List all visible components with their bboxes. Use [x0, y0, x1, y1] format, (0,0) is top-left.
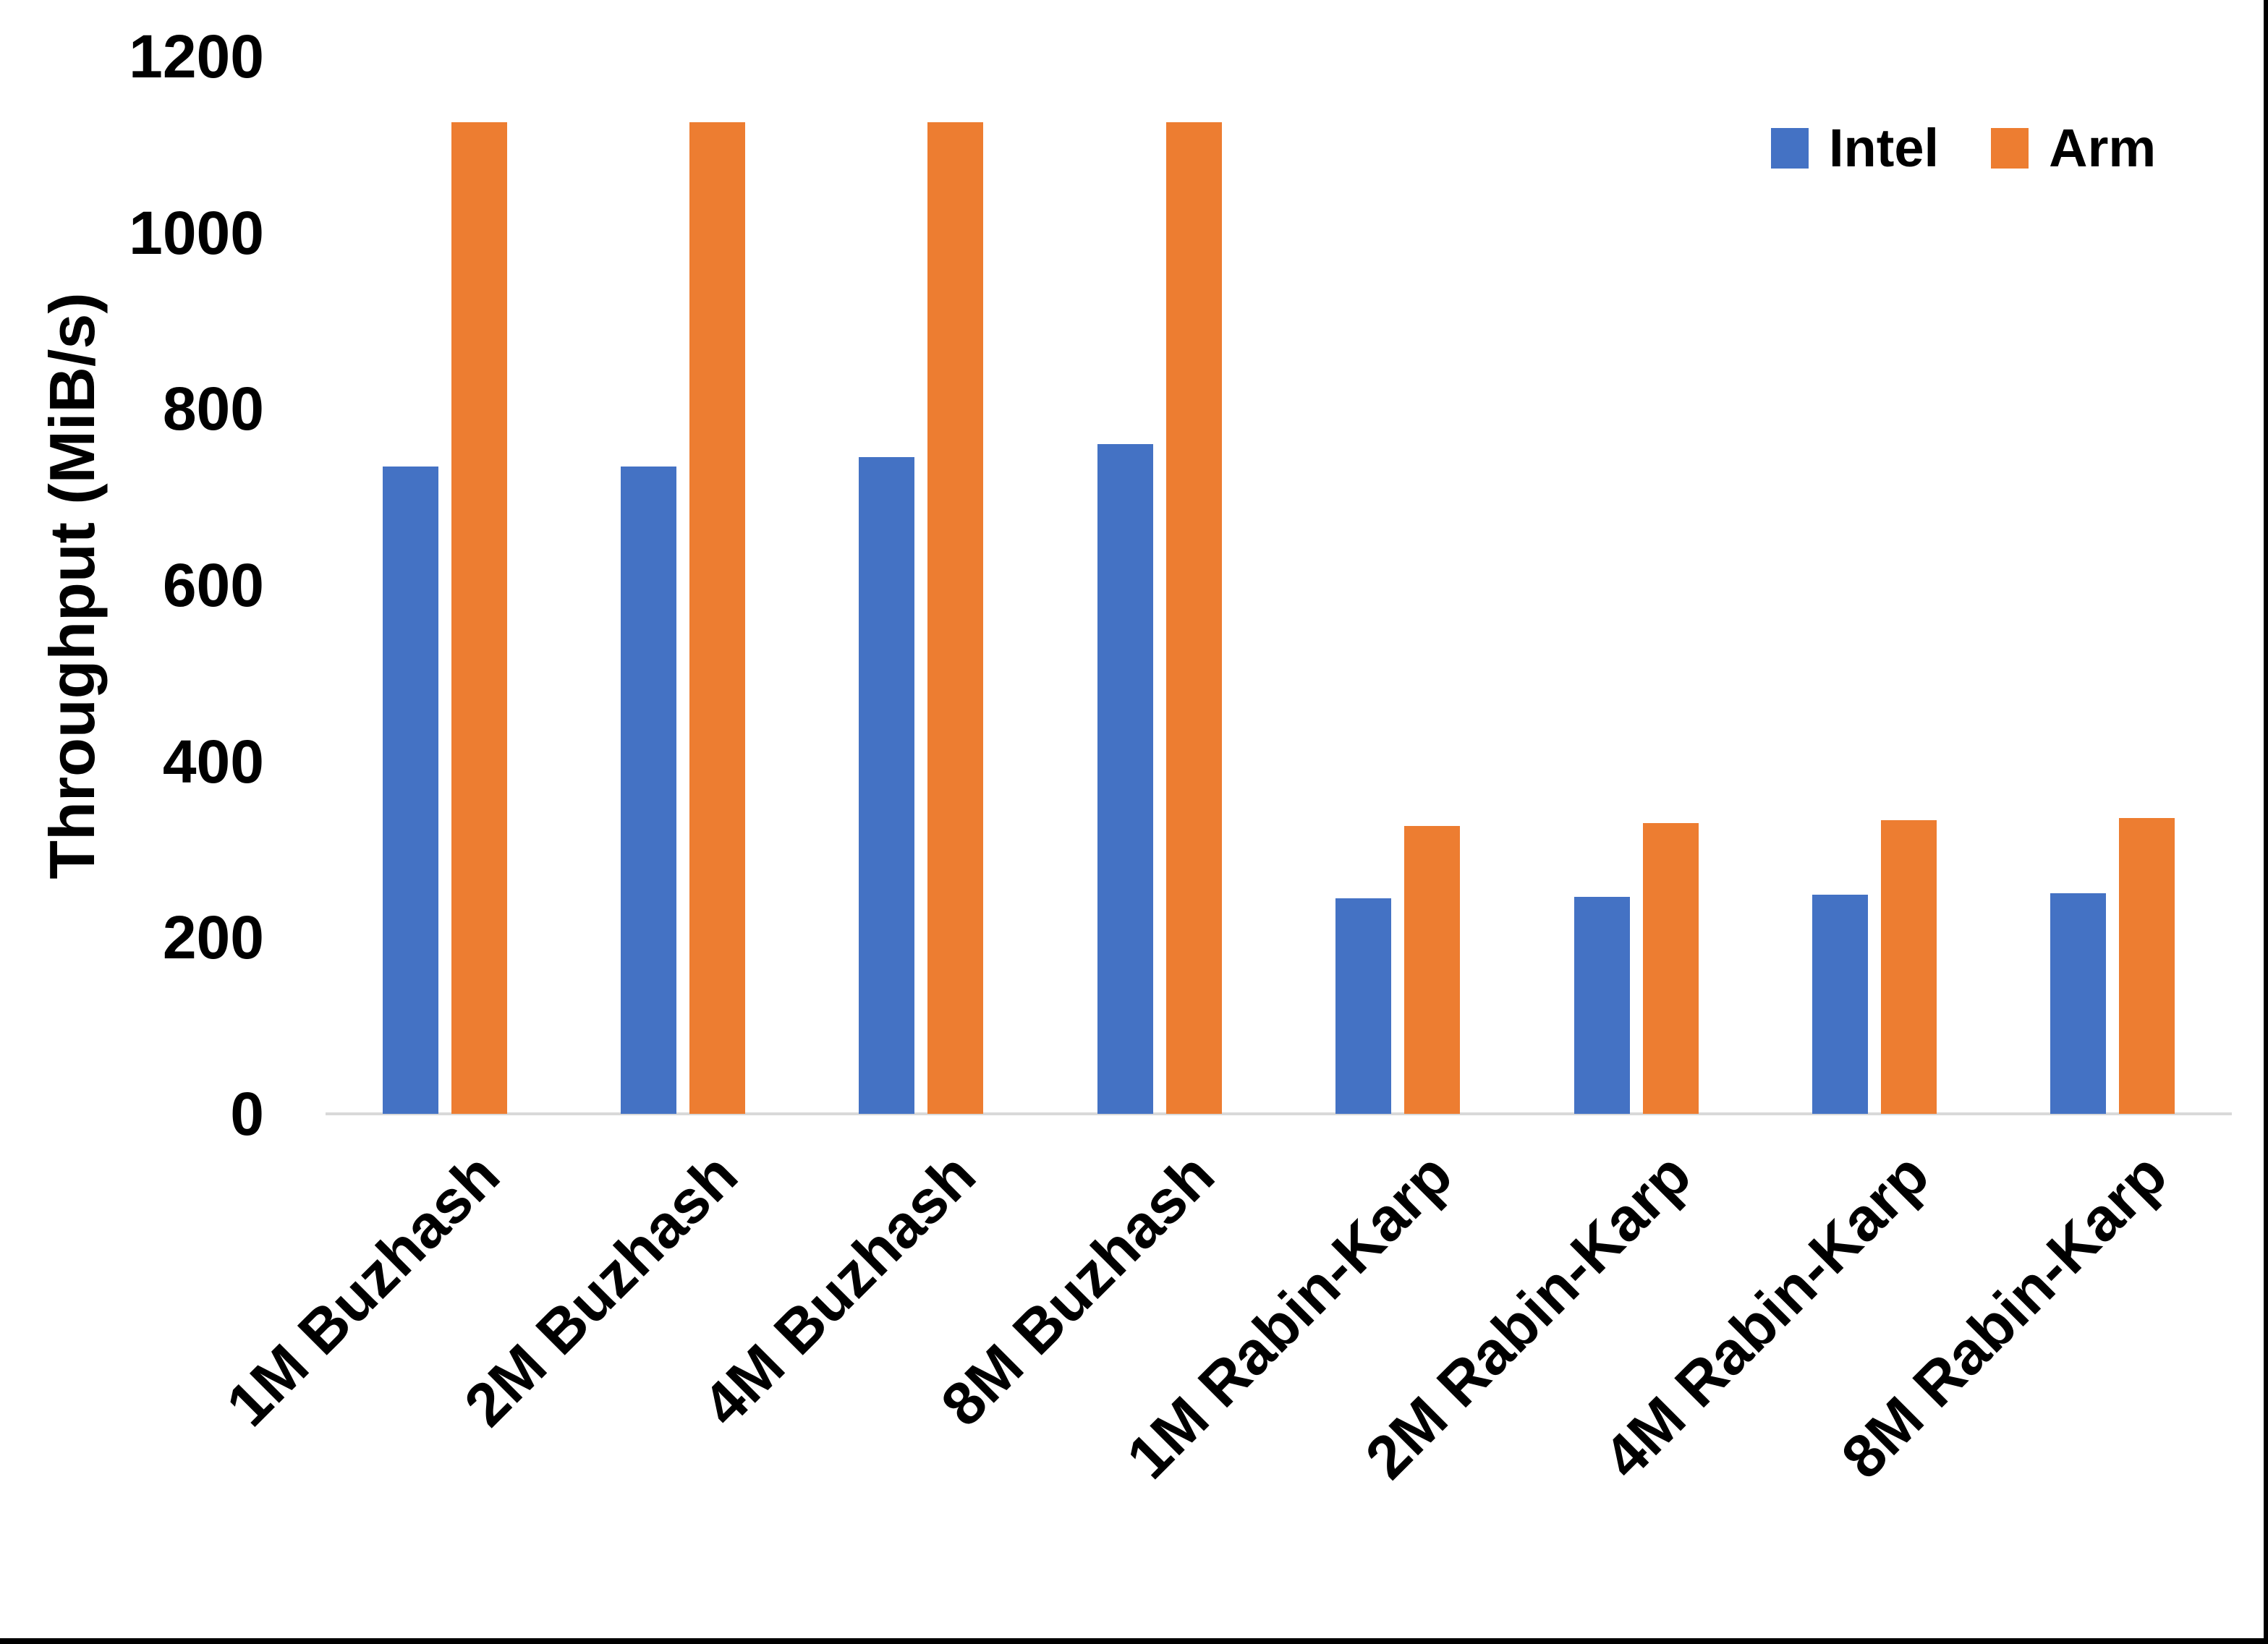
y-tick-label-600: 600: [162, 551, 264, 619]
legend-swatch-arm: [1991, 128, 2029, 169]
bar-intel-4m-buzhash: [859, 457, 915, 1114]
y-tick-label-1200: 1200: [129, 22, 264, 90]
y-tick-label-800: 800: [162, 375, 264, 443]
y-tick-label-200: 200: [162, 903, 264, 972]
y-tick-label-400: 400: [162, 727, 264, 796]
legend-swatch-intel: [1771, 128, 1809, 169]
bar-arm-1m-rabin-karp: [1404, 825, 1461, 1114]
bar-intel-8m-rabin-karp: [2050, 893, 2107, 1114]
screen-edge-right: [2264, 0, 2268, 1644]
legend-label-intel: Intel: [1829, 118, 1940, 178]
y-tick-label-1000: 1000: [129, 198, 264, 267]
legend-label-arm: Arm: [2049, 118, 2157, 178]
bar-intel-8m-buzhash: [1097, 444, 1153, 1114]
bar-intel-1m-buzhash: [382, 466, 438, 1114]
bar-arm-1m-buzhash: [451, 122, 507, 1114]
bar-intel-2m-rabin-karp: [1573, 897, 1630, 1114]
screen-edge-bottom: [0, 1638, 2268, 1644]
y-tick-label-0: 0: [230, 1080, 264, 1148]
bar-arm-2m-buzhash: [689, 122, 746, 1114]
bar-intel-4m-rabin-karp: [1812, 894, 1868, 1114]
bar-intel-1m-rabin-karp: [1335, 898, 1392, 1114]
x-tick-label-1m-buzhash: 1M Buzhash: [213, 1140, 512, 1439]
x-axis-baseline: [326, 1112, 2232, 1115]
bar-arm-2m-rabin-karp: [1642, 822, 1699, 1114]
bar-arm-4m-rabin-karp: [1880, 820, 1937, 1114]
bar-intel-2m-buzhash: [621, 466, 677, 1114]
bar-arm-4m-buzhash: [927, 122, 984, 1114]
bar-arm-8m-rabin-karp: [2119, 817, 2175, 1114]
legend: Intel Arm: [1771, 117, 2156, 179]
bar-arm-8m-buzhash: [1165, 122, 1222, 1114]
